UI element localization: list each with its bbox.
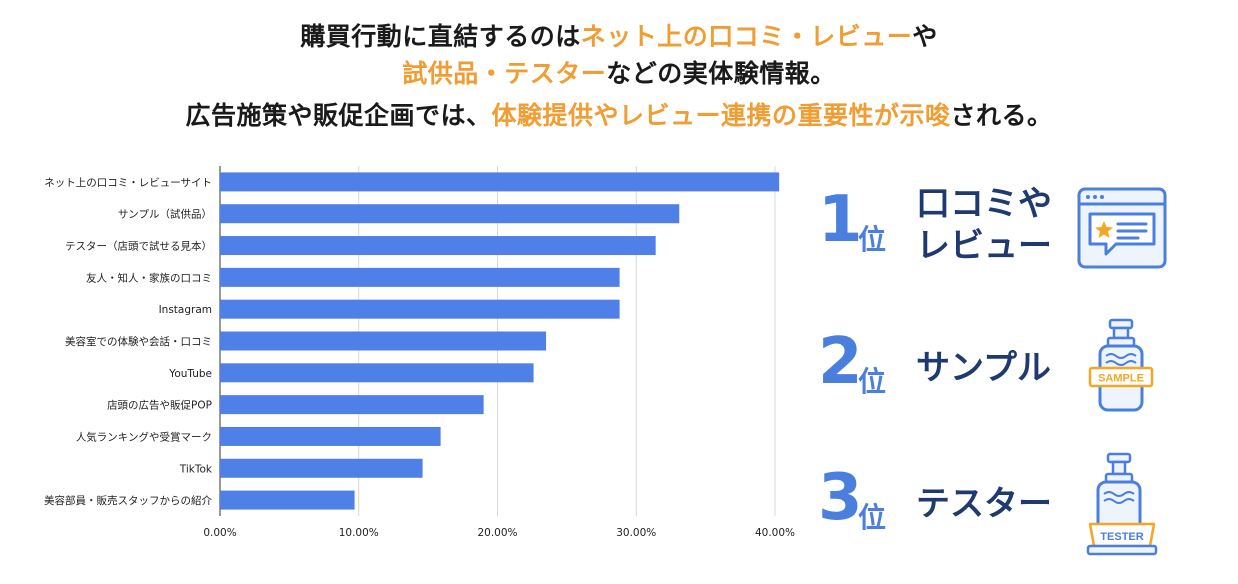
- rank-1-label-line-1: 口コミや: [916, 184, 1052, 224]
- bar: [220, 204, 680, 224]
- x-tick-label: 0.00%: [203, 527, 236, 539]
- category-label: サンプル（試供品）: [118, 208, 212, 221]
- bar: [220, 426, 441, 446]
- x-tick-label: 20.00%: [477, 527, 517, 539]
- tester-bottle-icon: TESTER: [1086, 452, 1158, 556]
- headline-line-2-highlight: 試供品・テスター: [402, 59, 607, 88]
- category-label: 美容室での体験や会話・口コミ: [65, 335, 212, 348]
- tester-badge-text: TESTER: [1100, 531, 1143, 543]
- review-window-icon: [1077, 187, 1167, 269]
- rank-2: 2 位 サンプル SAMPLE: [818, 318, 1238, 420]
- bar: [220, 490, 355, 510]
- rank-2-suffix: 位: [858, 365, 887, 398]
- headline-line-1-end: や: [912, 22, 938, 51]
- headline-line-3-end: される。: [950, 101, 1053, 130]
- x-tick-label: 30.00%: [616, 527, 656, 539]
- rank-3: 3 位 テスター TESTER: [818, 452, 1238, 556]
- rank-3-label: テスター: [916, 484, 1052, 524]
- bar: [220, 299, 620, 319]
- bar: [220, 172, 780, 192]
- headline-line-2-text: などの実体験情報。: [606, 59, 836, 88]
- sample-bottle-icon: SAMPLE: [1088, 318, 1154, 412]
- bar: [220, 363, 534, 383]
- headline-line-2: 試供品・テスターなどの実体験情報。: [0, 59, 1238, 89]
- rank-1-suffix: 位: [858, 223, 887, 256]
- headline-line-3-highlight: 体験提供やレビュー連携の重要性が示唆: [491, 101, 951, 130]
- category-label: 友人・知人・家族の口コミ: [86, 271, 212, 284]
- rank-1-number: 1: [818, 183, 863, 257]
- rank-1-label-line-2: レビュー: [916, 226, 1052, 266]
- bar: [220, 458, 423, 478]
- category-label: YouTube: [168, 368, 212, 380]
- category-label: 店頭の広告や販促POP: [107, 399, 212, 412]
- sample-badge-text: SAMPLE: [1098, 373, 1144, 385]
- rank-3-number: 3: [818, 461, 863, 535]
- bar: [220, 331, 547, 351]
- x-tick-label: 10.00%: [339, 527, 379, 539]
- bar: [220, 236, 656, 256]
- headline-line-3: 広告施策や販促企画では、体験提供やレビュー連携の重要性が示唆される。: [0, 101, 1238, 131]
- headline-line-1-text: 購買行動に直結するのは: [300, 22, 581, 51]
- category-label: 美容部員・販売スタッフからの紹介: [44, 494, 212, 507]
- headline-line-3-text: 広告施策や販促企画では、: [185, 101, 492, 130]
- rank-2-number: 2: [818, 325, 863, 399]
- bar-chart: 0.00% 10.00% 20.00% 30.00% 40.00% ネット上の口コミ・レビ…: [44, 166, 795, 539]
- rank-3-suffix: 位: [858, 501, 887, 534]
- category-label: Instagram: [159, 304, 212, 316]
- category-label: 人気ランキングや受賞マーク: [76, 430, 212, 443]
- rank-1: 1 位 口コミや レビュー: [818, 178, 1238, 278]
- category-label: TikTok: [179, 463, 213, 475]
- category-label: ネット上の口コミ・レビューサイト: [44, 177, 212, 189]
- headline-line-1-highlight: ネット上の口コミ・レビュー: [580, 22, 913, 51]
- rank-2-label: サンプル: [916, 348, 1051, 388]
- bar: [220, 395, 484, 415]
- x-tick-label: 40.00%: [755, 527, 795, 539]
- category-label: テスター（店頭で試せる見本）: [65, 240, 212, 253]
- headline-line-1: 購買行動に直結するのはネット上の口コミ・レビューや: [0, 22, 1238, 52]
- bar: [220, 267, 620, 287]
